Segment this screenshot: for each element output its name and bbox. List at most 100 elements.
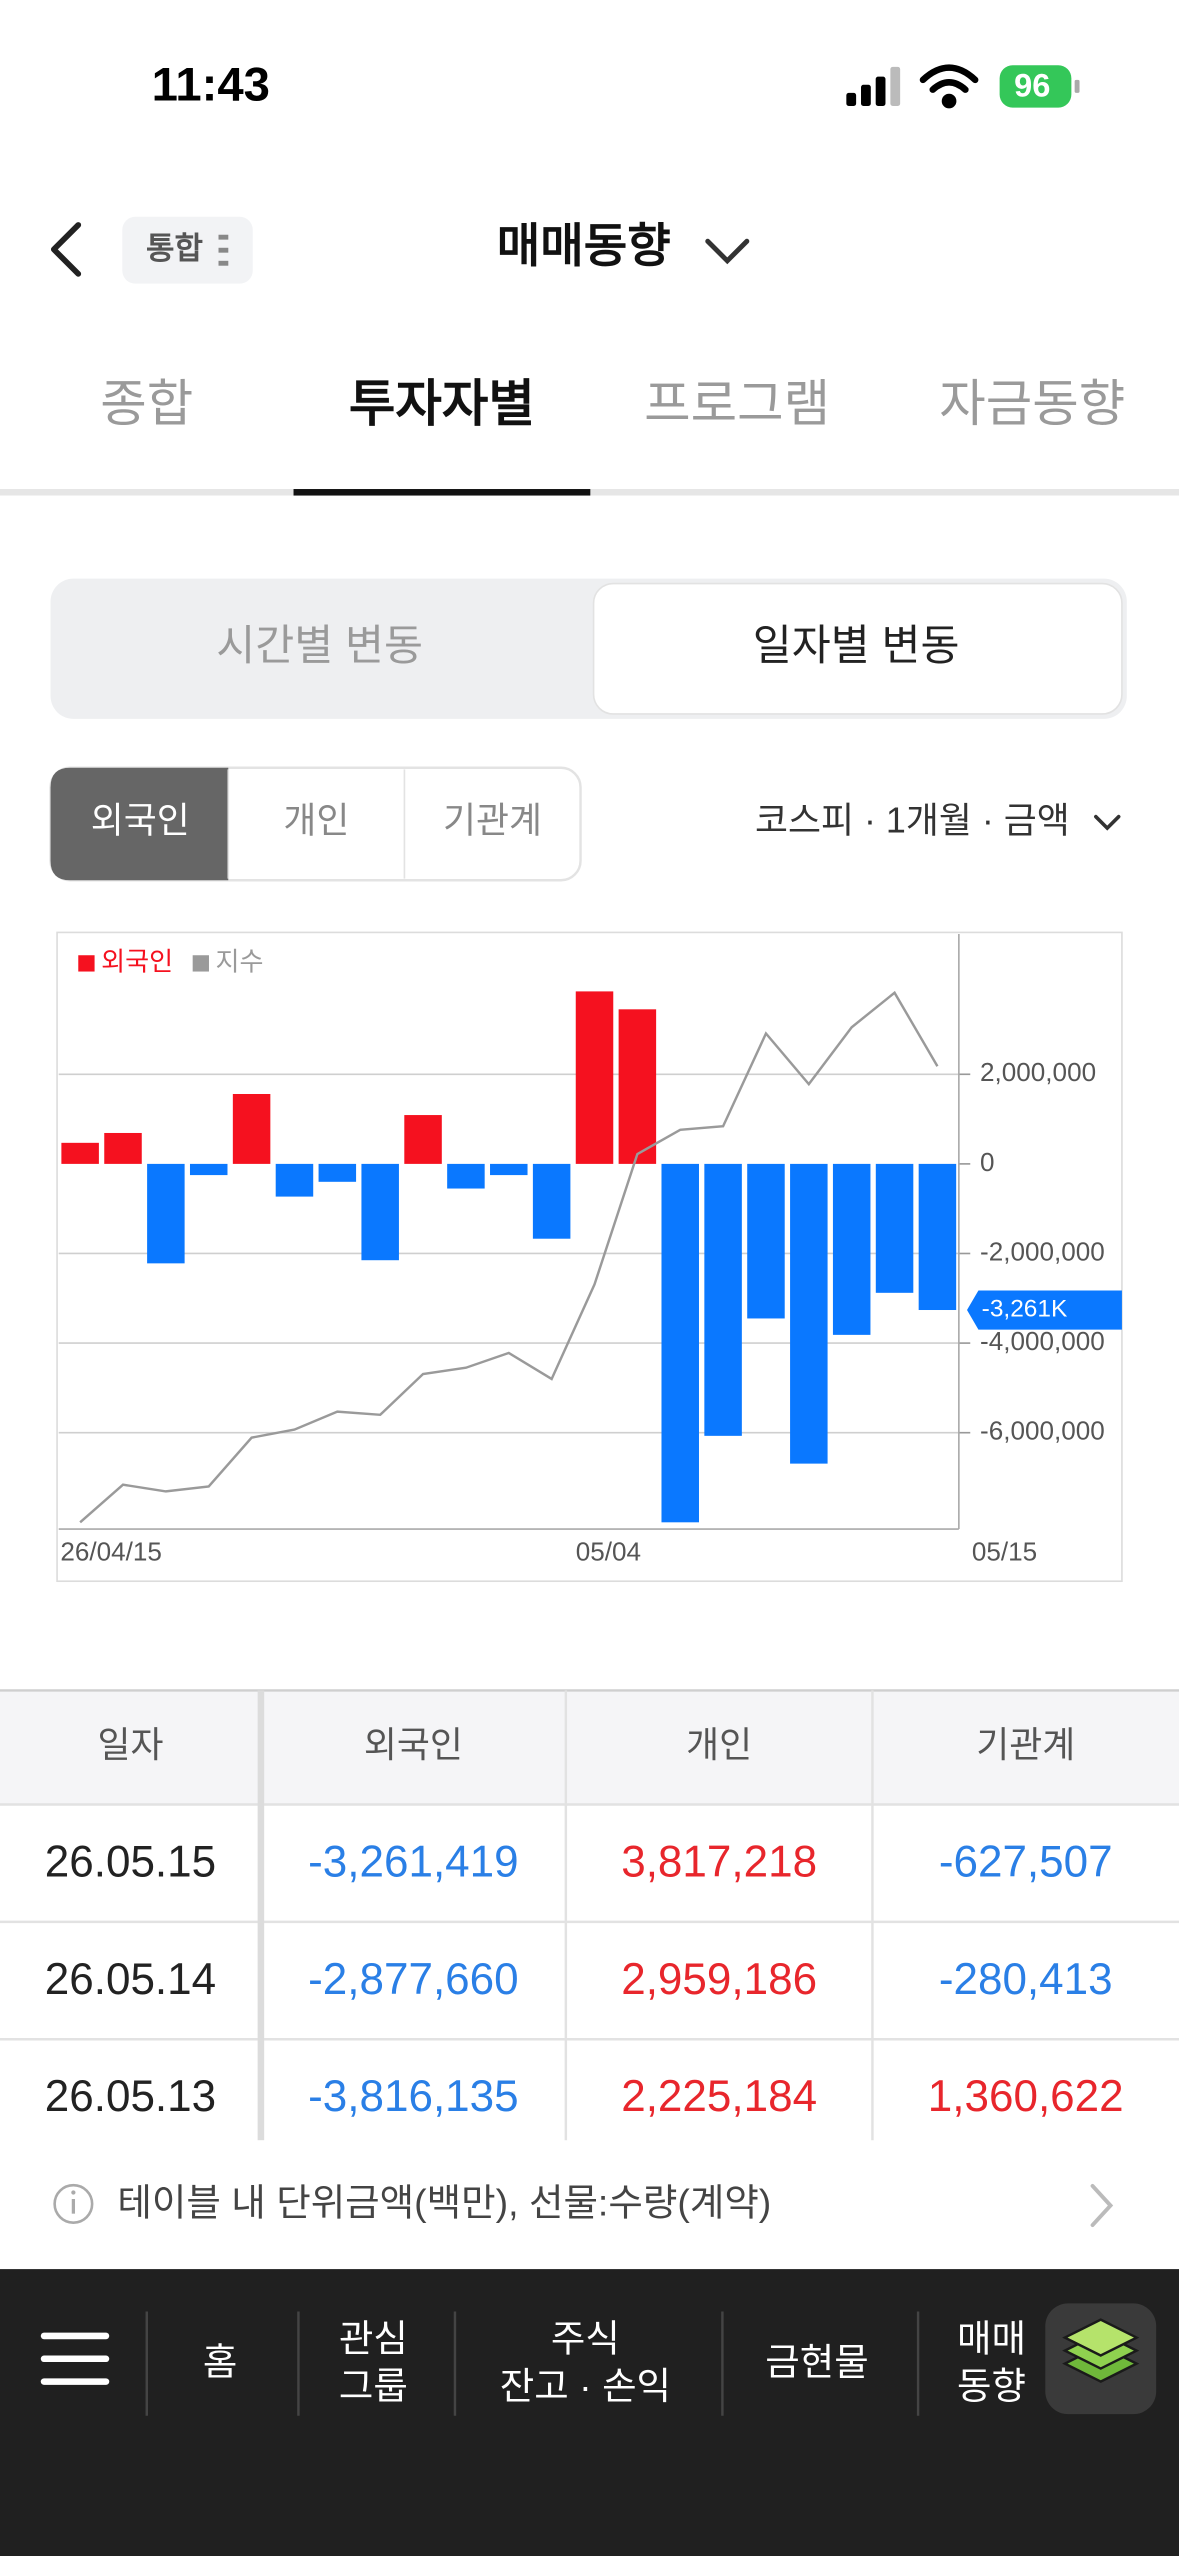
wifi-icon [919,64,979,109]
y-tick-label: -6,000,000 [980,1416,1105,1446]
tab[interactable]: 종합 [100,375,193,432]
bar [404,1115,442,1164]
battery-cap [1074,79,1080,93]
filter-active [50,767,229,881]
x-tick-label: 05/15 [972,1536,1037,1566]
bar [832,1163,871,1335]
info-icon [53,2183,94,2224]
table: 일자 외국인 개인 기관계 26.05.15 -3,261,419 3,817,218 -62… [0,1690,1179,2141]
battery [999,65,1072,108]
bar [575,991,614,1164]
table-cell: 26.05.14 [45,1955,216,2004]
nav-label[interactable]: 그룹 [339,2365,408,2407]
tab[interactable]: 자금동향 [939,375,1125,432]
status-time: 11:43 [152,59,270,112]
y-tick-label: -4,000,000 [980,1326,1105,1356]
legend-label: 외국인 [101,946,173,976]
nav-label[interactable]: 잔고 · 손익 [500,2365,671,2407]
frozen-col-shadow [257,1690,265,2141]
bar [447,1163,485,1189]
info-chevron [1090,2184,1114,2228]
bar [661,1163,699,1523]
chip-icon [218,234,229,266]
bar [875,1163,914,1293]
dropdown-chevron[interactable] [1094,814,1121,831]
bar [318,1163,357,1182]
bar [232,1093,271,1164]
y-tick-label: -2,000,000 [980,1236,1105,1266]
bar [147,1163,185,1264]
filter-items: 외국인 개인 기관계 [50,767,542,881]
segment-item[interactable]: 일자별 변동 [753,622,960,669]
table-cell: -2,877,660 [308,1955,519,2004]
segment-items: 시간별 변동 일자별 변동 [216,582,1123,715]
bar [704,1163,742,1436]
legend-swatch [192,955,209,972]
menu-button[interactable] [40,2332,110,2385]
bar [918,1163,957,1311]
segment-active [592,582,1123,715]
bar [361,1163,399,1261]
legend-label: 지수 [215,946,263,976]
table-header: 개인 [686,1725,752,1765]
bar [790,1163,828,1464]
nav-label[interactable]: 매매 [957,2318,1026,2360]
table-header: 외국인 [364,1725,463,1765]
market-chip-label: 통합 [146,231,203,266]
page-title[interactable]: 매매동향 [497,220,671,273]
tab[interactable]: 프로그램 [644,375,830,432]
bar [618,1009,657,1164]
y-tick-label: 2,000,000 [980,1057,1096,1087]
info-bar[interactable] [0,2140,1179,2270]
index-line [79,990,939,1524]
chart: 2,000,000 0 -2,000,000 -4,000,000 -6,000,000… [58,934,1122,1566]
nav-label[interactable]: 동향 [957,2365,1026,2407]
table-header: 기관계 [976,1725,1075,1765]
filter-item[interactable]: 외국인 [91,801,190,841]
tabs: 종합 투자자별 프로그램 자금동향 [100,375,1125,496]
battery-level: 96 [1014,67,1050,104]
table-cell: -3,816,135 [308,2072,519,2121]
layers-icon [1062,2318,1140,2383]
signal-icon [846,66,901,106]
nav-label[interactable]: 관심 [339,2318,408,2360]
table-cell: 3,817,218 [621,1837,817,1886]
segment-item[interactable]: 시간별 변동 [216,622,423,669]
y-tick-label: 0 [980,1147,995,1177]
bar [189,1163,228,1176]
bottom-nav [0,2269,1179,2556]
market-chip[interactable] [122,216,253,284]
info-text: 테이블 내 단위금액(백만), 선물:수량(계약) [117,2181,771,2223]
tab[interactable]: 투자자별 [349,375,535,432]
nav-label[interactable]: 금현물 [765,2341,868,2383]
nav-label[interactable]: 홈 [203,2341,238,2383]
table-cell: 26.05.13 [45,2072,216,2121]
bar [490,1163,528,1176]
x-tick-label: 26/04/15 [60,1536,162,1566]
market-dropdown[interactable]: 코스피 · 1개월 · 금액 [755,801,1070,841]
tab-indicator [293,489,591,496]
bar [61,1142,99,1164]
table-cell: -3,261,419 [308,1837,519,1886]
table-cell: 26.05.15 [45,1837,216,1886]
filter-item[interactable]: 개인 [283,801,349,841]
bar [532,1163,571,1239]
table-header: 일자 [97,1725,163,1765]
legend-swatch [78,955,95,972]
back-button[interactable] [50,222,82,277]
table-cell: 2,959,186 [621,1955,817,2004]
value-tag [967,1290,1122,1330]
value-label: -3,261K [982,1295,1068,1322]
x-tick-label: 05/04 [576,1536,641,1566]
table-cell: 1,360,622 [928,2072,1124,2121]
nav-label[interactable]: 주식 [551,2318,620,2360]
title-chevron[interactable] [705,238,750,265]
bar [275,1163,314,1197]
filter-item[interactable]: 기관계 [443,801,542,841]
info-icon-bar [71,2199,76,2214]
info-icon-dot [71,2190,76,2195]
bar [104,1132,142,1164]
table-cell: -627,507 [939,1837,1113,1886]
